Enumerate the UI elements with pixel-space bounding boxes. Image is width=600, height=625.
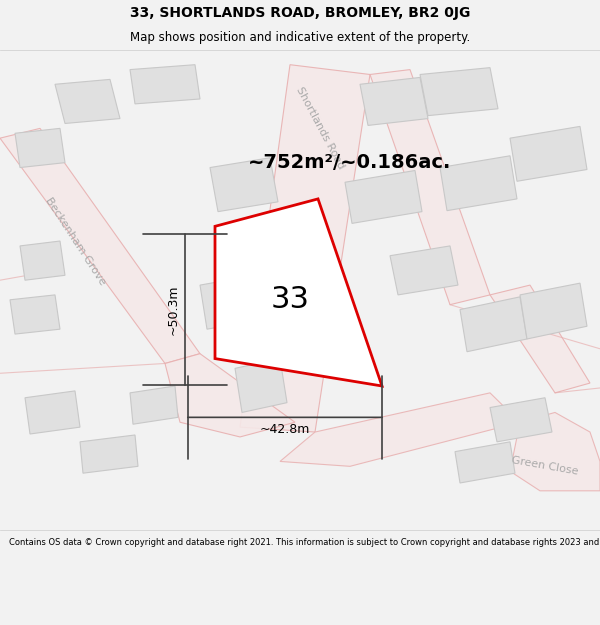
Text: ~752m²/~0.186ac.: ~752m²/~0.186ac. (248, 153, 452, 172)
Polygon shape (510, 412, 600, 491)
Text: ~42.8m: ~42.8m (260, 423, 310, 436)
Polygon shape (10, 295, 60, 334)
Polygon shape (370, 69, 490, 305)
Polygon shape (235, 359, 287, 413)
Polygon shape (210, 158, 278, 212)
Polygon shape (520, 283, 587, 339)
Text: 33: 33 (271, 285, 310, 314)
Polygon shape (165, 354, 295, 437)
Text: ~50.3m: ~50.3m (167, 284, 180, 335)
Polygon shape (440, 156, 517, 211)
Polygon shape (345, 171, 422, 223)
Text: Map shows position and indicative extent of the property.: Map shows position and indicative extent… (130, 31, 470, 44)
Text: Contains OS data © Crown copyright and database right 2021. This information is : Contains OS data © Crown copyright and d… (9, 538, 600, 547)
Polygon shape (130, 386, 178, 424)
Polygon shape (360, 78, 428, 126)
Polygon shape (455, 442, 515, 483)
Polygon shape (0, 128, 200, 364)
Polygon shape (420, 68, 498, 116)
Polygon shape (200, 275, 262, 329)
Polygon shape (15, 128, 65, 168)
Polygon shape (490, 398, 552, 442)
Polygon shape (280, 393, 520, 466)
Polygon shape (20, 241, 65, 280)
Polygon shape (130, 65, 200, 104)
Polygon shape (80, 435, 138, 473)
Text: Beckenham Grove: Beckenham Grove (43, 196, 107, 287)
Polygon shape (490, 285, 590, 393)
Text: Shortlands Road: Shortlands Road (294, 86, 346, 171)
Polygon shape (25, 391, 80, 434)
Polygon shape (510, 126, 587, 181)
Polygon shape (240, 65, 370, 432)
Text: Green Close: Green Close (511, 456, 579, 477)
Polygon shape (215, 199, 382, 386)
Polygon shape (55, 79, 120, 124)
Text: 33, SHORTLANDS ROAD, BROMLEY, BR2 0JG: 33, SHORTLANDS ROAD, BROMLEY, BR2 0JG (130, 6, 470, 19)
Polygon shape (390, 246, 458, 295)
Polygon shape (460, 297, 527, 352)
